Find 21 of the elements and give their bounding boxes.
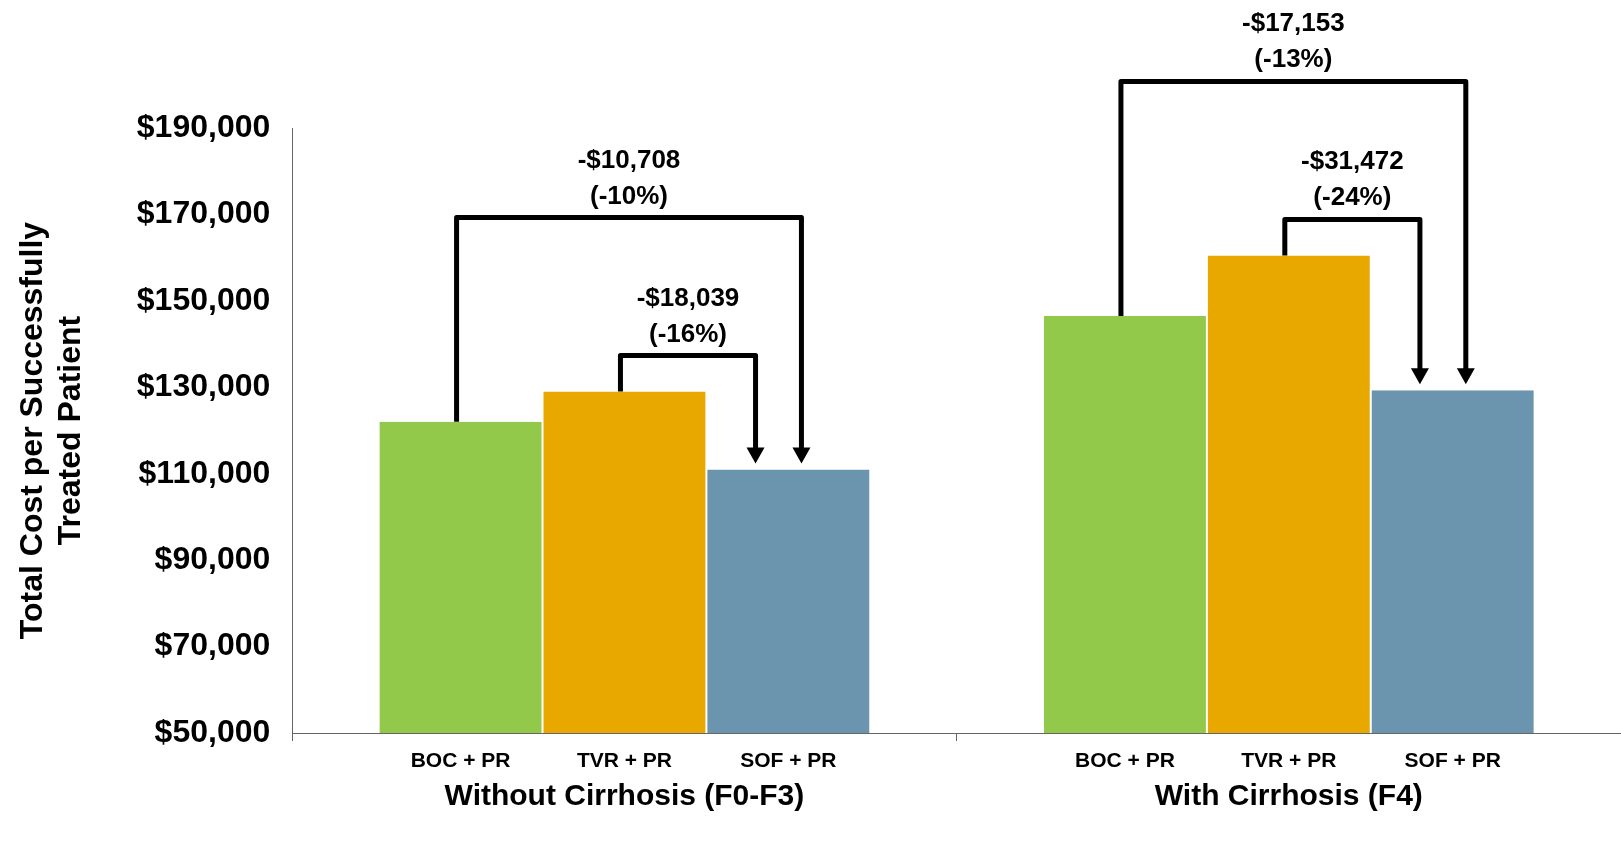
y-tick-label: $130,000 [136, 367, 271, 404]
annotation: -$31,472 (-24%) [1301, 145, 1404, 212]
x-tick-label: Without Cirrhosis (F0-F3) [444, 778, 805, 812]
x-tick-label: With Cirrhosis (F4) [1154, 778, 1423, 812]
y-tick-label: $90,000 [154, 539, 271, 576]
annotation: -$18,039 (-16%) [636, 281, 740, 348]
y-tick-label: $70,000 [154, 626, 271, 663]
y-tick-label: $190,000 [136, 107, 271, 144]
y-axis-title: Total Cost per Successfully Treated Patient [13, 221, 88, 640]
series-label: BOC + PR [410, 747, 511, 771]
y-tick-label: $170,000 [136, 194, 271, 231]
text: BOC + PR [1075, 747, 1175, 771]
text: -$17,153 (-13%) [1242, 7, 1345, 74]
annotation: -$10,708 (-10%) [577, 143, 681, 210]
text: SOF + PR [740, 747, 837, 771]
series-label: TVR + PR [1241, 747, 1337, 771]
y-tick-label: $150,000 [136, 280, 271, 317]
y-tick-label: $110,000 [138, 453, 271, 490]
text: TVR + PR [576, 747, 673, 771]
series-label: SOF + PR [1404, 747, 1501, 771]
y-tick-label: $50,000 [154, 712, 271, 749]
